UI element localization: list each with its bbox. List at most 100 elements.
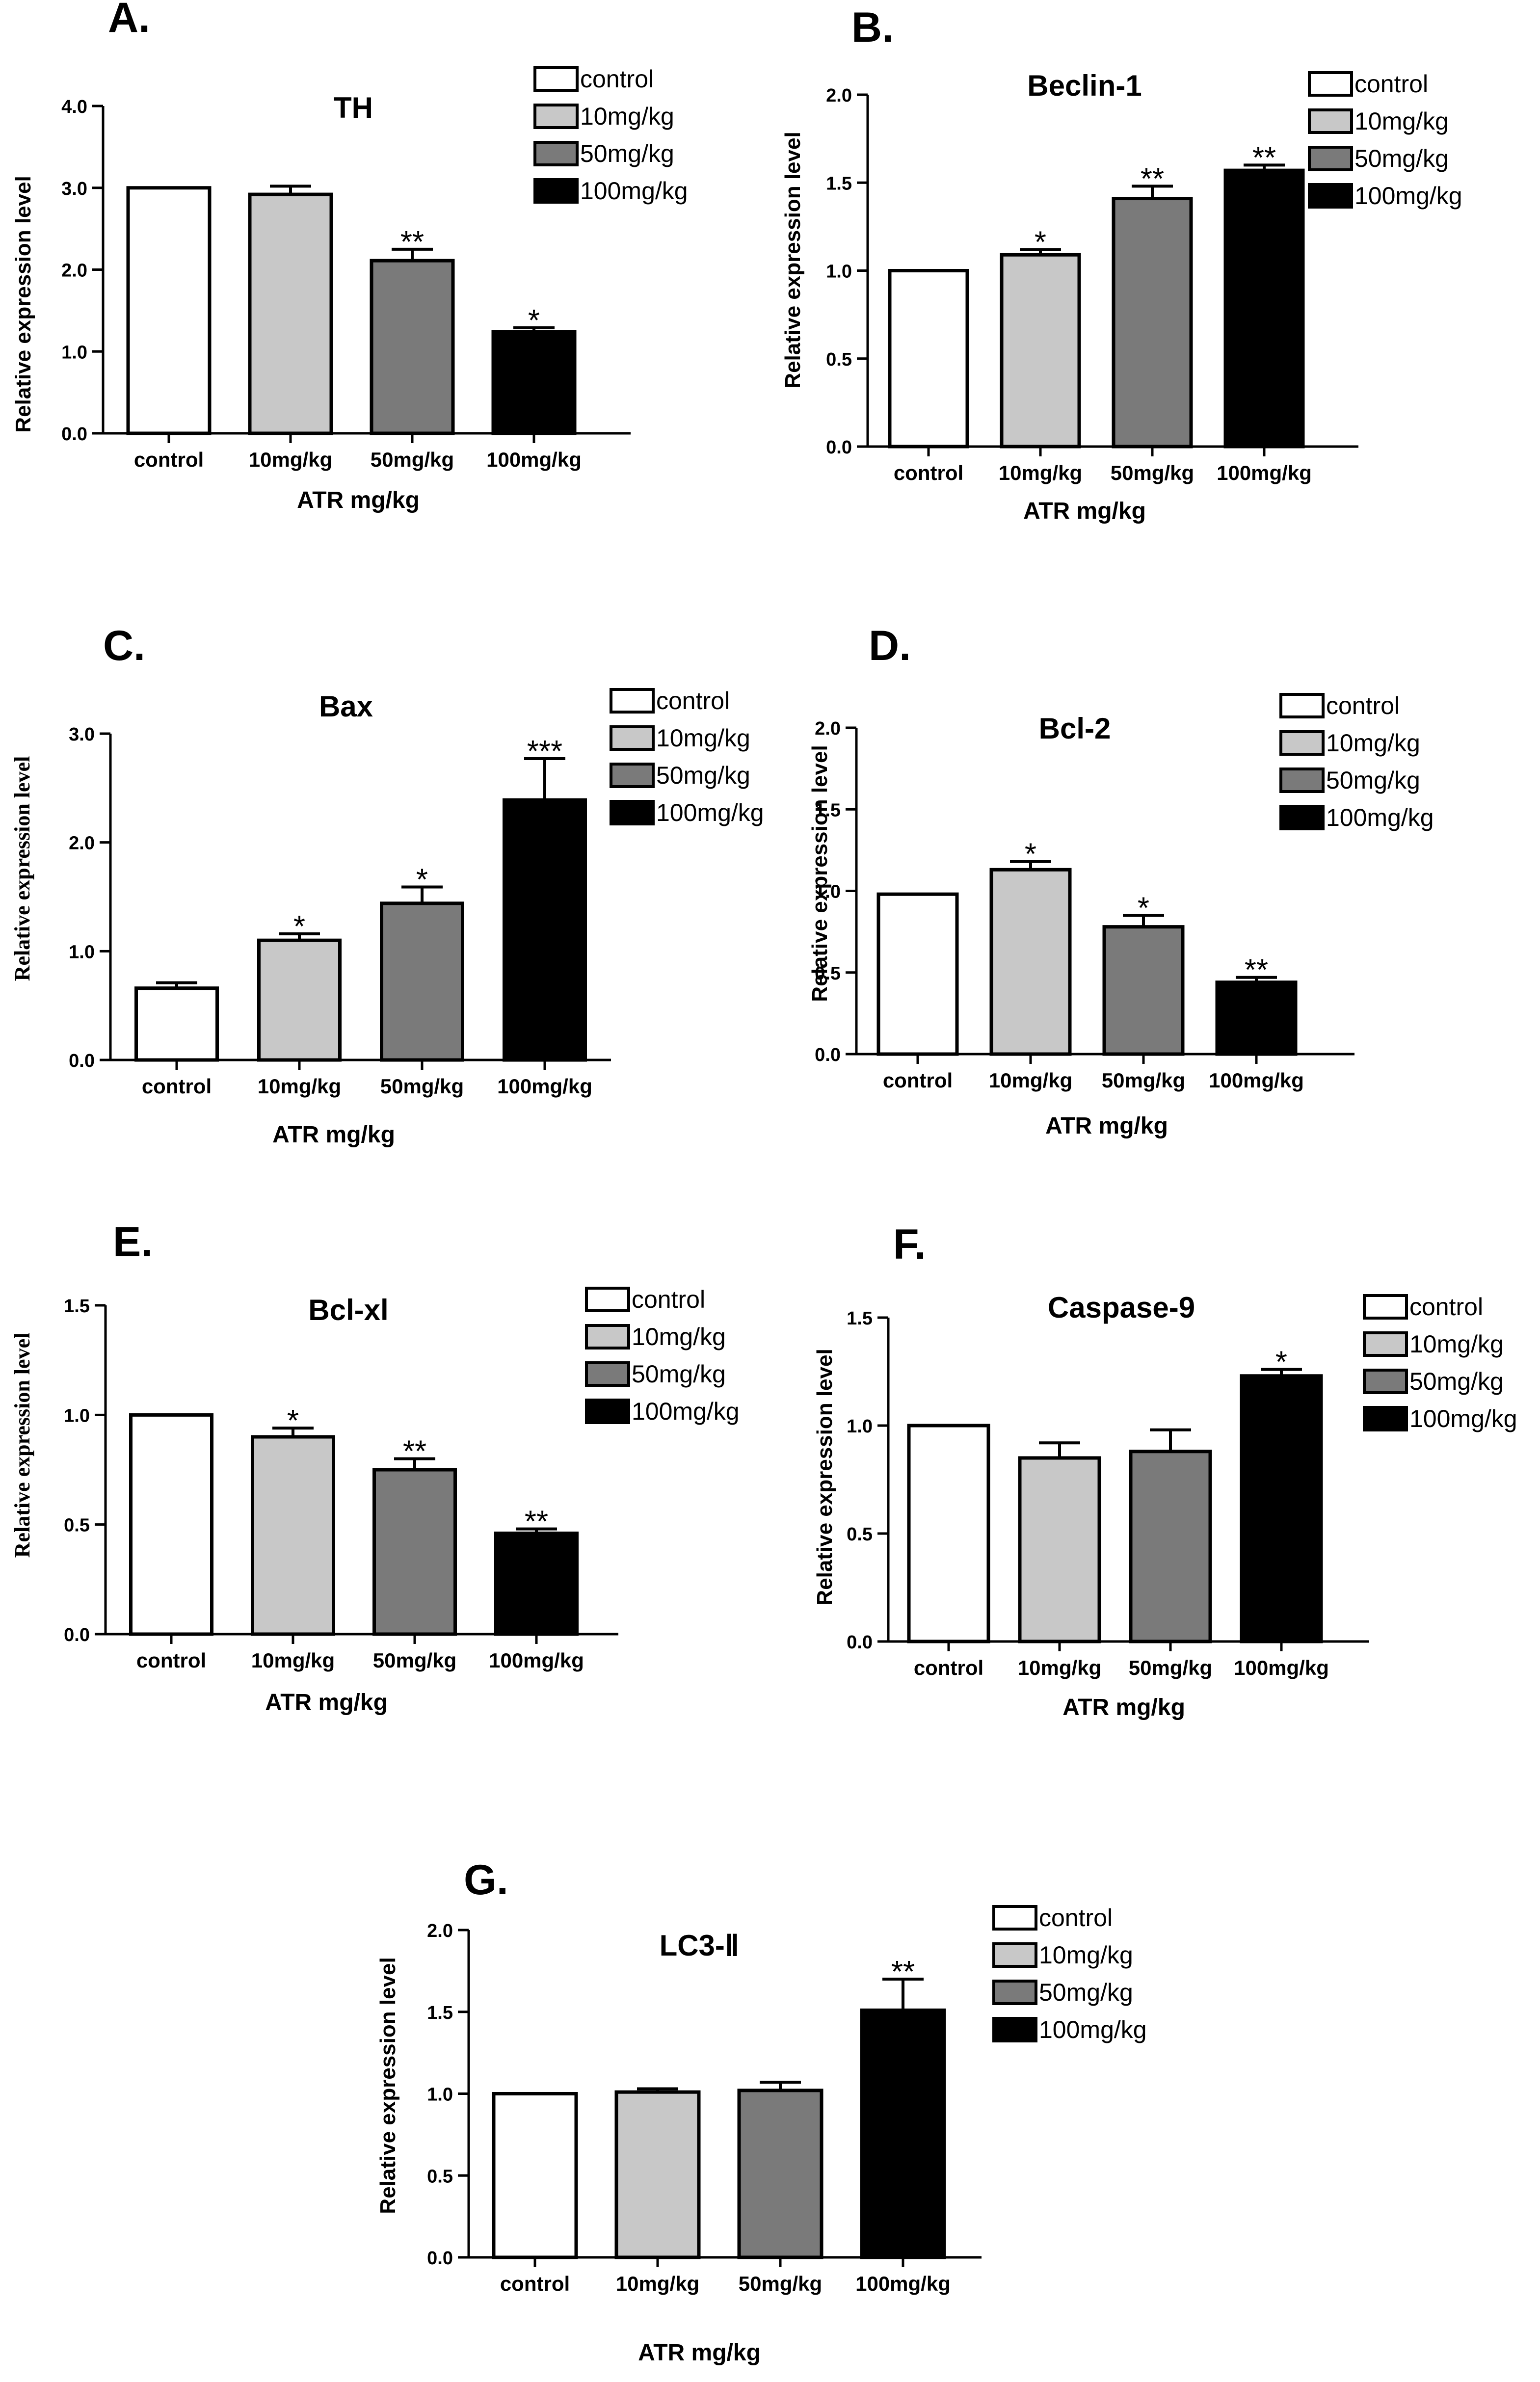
x-tick-label: 10mg/kg [251, 1649, 335, 1672]
bar-100mg/kg [494, 1532, 579, 1636]
legend-swatch [1279, 730, 1325, 756]
y-tick-label: 4.0 [61, 97, 87, 117]
bar-control [876, 892, 959, 1056]
bar-50mg/kg [370, 259, 455, 435]
chart-panel-e: E. Bcl-xl 0.0 0.5 1.0 1.5 control * 10mg/kg ** 50m… [10, 1218, 740, 1716]
y-tick-label: 0.5 [847, 1524, 873, 1545]
legend: control 10mg/kg 50mg/kg 100mg/kg [1279, 692, 1434, 831]
x-tick-label: 100mg/kg [486, 448, 582, 471]
legend-label: 10mg/kg [1409, 1330, 1504, 1358]
legend-label: 100mg/kg [1326, 804, 1434, 831]
legend-label: 50mg/kg [580, 140, 674, 167]
bar-10mg/kg [1000, 253, 1081, 449]
legend-swatch [1308, 71, 1353, 97]
chart-panel-f: F. Caspase-9 0.0 0.5 1.0 1.5 control 10mg/kg 50m… [813, 1221, 1517, 1720]
x-tick-label: control [914, 1656, 983, 1679]
y-tick-label: 1.0 [61, 342, 87, 363]
legend: control 10mg/kg 50mg/kg 100mg/kg [610, 687, 764, 826]
x-tick-label: 100mg/kg [1234, 1656, 1329, 1679]
legend-label: control [632, 1286, 705, 1313]
significance-marker: ** [1252, 141, 1276, 175]
significance-marker: * [1138, 891, 1149, 925]
legend: control 10mg/kg 50mg/kg 100mg/kg [1308, 70, 1462, 210]
bar-10mg/kg [248, 192, 333, 435]
legend-label: control [1039, 1904, 1113, 1932]
legend-swatch [533, 178, 579, 204]
significance-marker: ** [1141, 162, 1164, 196]
bar-10mg/kg [989, 868, 1072, 1056]
bar-100mg/kg [860, 2008, 946, 2259]
y-tick-label: 0.0 [64, 1625, 90, 1645]
x-tick-label: 50mg/kg [371, 448, 454, 471]
legend-swatch [1363, 1294, 1408, 1320]
y-tick-label: 1.0 [826, 262, 852, 282]
x-tick-label: control [142, 1075, 212, 1098]
legend-label: 50mg/kg [632, 1360, 726, 1388]
x-tick-label: control [883, 1069, 953, 1092]
legend-label: 10mg/kg [580, 103, 674, 130]
bar-control [129, 1413, 213, 1636]
legend-swatch [992, 2017, 1037, 2042]
legend-swatch [992, 1980, 1037, 2005]
legend-swatch [585, 1361, 630, 1387]
legend: control 10mg/kg 50mg/kg 100mg/kg [585, 1286, 740, 1425]
legend-swatch [1279, 768, 1325, 793]
legend-swatch [1308, 108, 1353, 134]
x-axis-label: ATR mg/kg [1062, 1694, 1185, 1720]
x-tick-label: 10mg/kg [258, 1075, 341, 1098]
legend-swatch [992, 1942, 1037, 1968]
significance-marker: *** [527, 735, 562, 768]
legend-label: 100mg/kg [1409, 1405, 1517, 1432]
panel-letter: E. [113, 1218, 153, 1266]
legend-swatch [610, 763, 655, 788]
x-axis-label: ATR mg/kg [272, 1122, 395, 1148]
y-tick-label: 2.0 [69, 833, 95, 854]
x-tick-label: control [500, 2272, 570, 2295]
x-tick-label: control [894, 461, 963, 484]
legend-swatch [1279, 693, 1325, 718]
y-tick-label: 0.5 [815, 963, 841, 984]
bar-50mg/kg [737, 2089, 823, 2259]
y-tick-label: 0.5 [427, 2166, 453, 2187]
chart-title: Beclin-1 [1027, 69, 1142, 102]
x-tick-label: 100mg/kg [489, 1649, 584, 1672]
panel-letter: A. [108, 0, 150, 41]
legend-swatch [992, 1905, 1037, 1931]
bar-100mg/kg [1215, 980, 1298, 1056]
x-axis-label: ATR mg/kg [1023, 498, 1146, 524]
x-axis-label: ATR mg/kg [1045, 1113, 1168, 1139]
legend-swatch [533, 104, 579, 129]
y-tick-label: 1.0 [69, 942, 95, 962]
legend-swatch [1308, 183, 1353, 209]
y-tick-label: 1.5 [64, 1296, 90, 1317]
y-tick-label: 0.0 [815, 1045, 841, 1065]
bar-100mg/kg [491, 330, 577, 435]
y-tick-label: 0.0 [427, 2248, 453, 2269]
y-tick-label: 2.0 [427, 1921, 453, 1941]
bar-50mg/kg [1112, 197, 1193, 449]
y-tick-label: 1.0 [64, 1405, 90, 1426]
y-tick-label: 2.0 [61, 261, 87, 281]
panel-letter: D. [869, 622, 911, 669]
bar-control [907, 1424, 990, 1643]
significance-marker: * [1275, 1346, 1287, 1379]
legend-swatch [1308, 146, 1353, 171]
legend-label: 50mg/kg [1326, 767, 1420, 794]
legend-swatch [585, 1399, 630, 1424]
chart-title: TH [334, 91, 373, 124]
bar-10mg/kg [614, 2090, 701, 2259]
x-tick-label: control [136, 1649, 206, 1672]
chart-title: Bcl-2 [1039, 712, 1111, 745]
panel-letter: B. [851, 4, 894, 51]
x-tick-label: 10mg/kg [999, 461, 1082, 484]
legend-label: 100mg/kg [656, 799, 764, 826]
y-tick-label: 0.5 [826, 349, 852, 370]
panel-letter: F. [893, 1221, 926, 1268]
chart-title: Bax [319, 690, 373, 723]
y-tick-label: 0.0 [847, 1632, 873, 1653]
legend-swatch [610, 688, 655, 714]
x-tick-label: 50mg/kg [1111, 461, 1194, 484]
y-tick-label: 1.5 [427, 2003, 453, 2023]
bar-control [126, 186, 212, 435]
legend-swatch [533, 66, 579, 92]
